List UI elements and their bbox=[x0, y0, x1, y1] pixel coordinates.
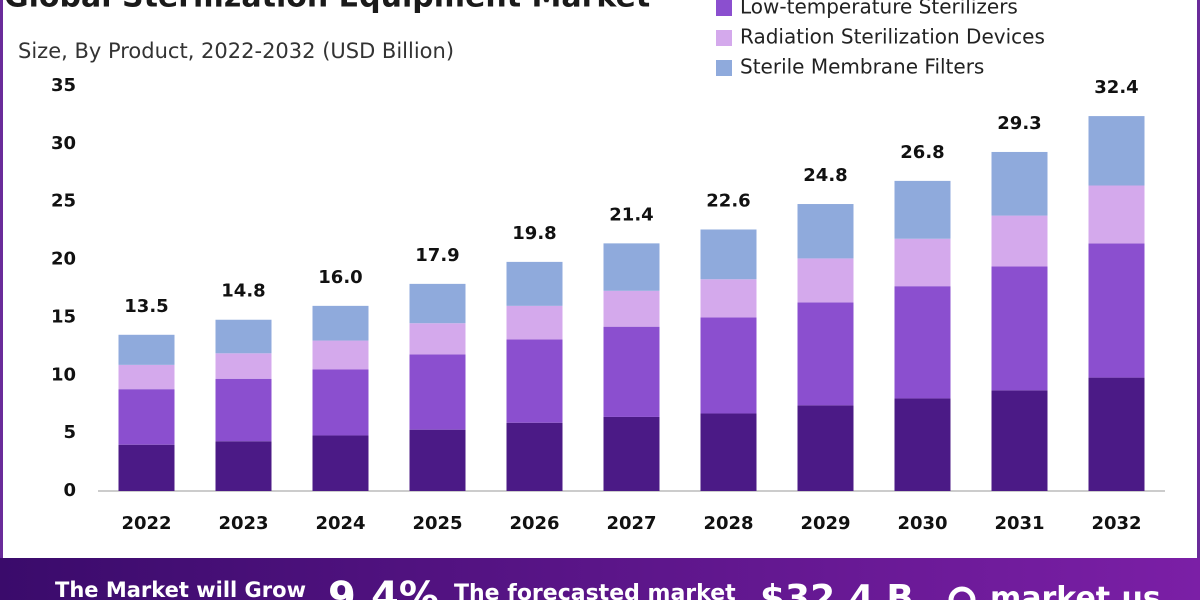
bar-segment bbox=[215, 353, 272, 379]
bar-segment bbox=[700, 317, 757, 414]
legend-swatch bbox=[716, 0, 732, 16]
bar-segment bbox=[991, 266, 1048, 391]
bar-segment bbox=[991, 390, 1048, 491]
legend-label: Low-temperature Sterilizers bbox=[740, 0, 1018, 19]
bar-segment bbox=[118, 389, 175, 445]
x-tick-label: 2029 bbox=[800, 513, 850, 534]
bar-segment bbox=[1088, 243, 1145, 378]
bar-segment bbox=[700, 229, 757, 280]
banner-text: The Market will Grow bbox=[55, 578, 306, 600]
bar-segment bbox=[312, 340, 369, 370]
y-tick-label: 20 bbox=[51, 249, 76, 270]
frame-edge bbox=[0, 0, 3, 560]
bar-segment bbox=[215, 378, 272, 442]
total-label: 29.3 bbox=[997, 113, 1041, 134]
banner-brand: market.us bbox=[990, 581, 1161, 600]
y-tick-label: 0 bbox=[63, 480, 76, 501]
bar-segment bbox=[894, 180, 951, 239]
bar-segment bbox=[506, 261, 563, 306]
total-label: 22.6 bbox=[706, 190, 750, 211]
banner-cagr: 9.4% bbox=[328, 574, 439, 600]
total-label: 17.9 bbox=[415, 245, 459, 266]
banner bbox=[0, 558, 1200, 600]
bar-segment bbox=[894, 238, 951, 287]
bar-segment bbox=[797, 258, 854, 303]
bar-segment bbox=[603, 243, 660, 291]
bar-segment bbox=[215, 319, 272, 354]
total-label: 26.8 bbox=[900, 142, 944, 163]
bar-segment bbox=[797, 204, 854, 259]
y-tick-label: 30 bbox=[51, 133, 76, 154]
bar-segment bbox=[312, 305, 369, 341]
x-tick-label: 2026 bbox=[509, 513, 559, 534]
bar-segment bbox=[118, 444, 175, 491]
bar-segment bbox=[312, 369, 369, 436]
bar-segment bbox=[603, 416, 660, 491]
bar-segment bbox=[1088, 377, 1145, 491]
bar-segment bbox=[797, 405, 854, 491]
legend-label: Radiation Sterilization Devices bbox=[740, 25, 1045, 49]
x-tick-label: 2022 bbox=[121, 513, 171, 534]
bar-segment bbox=[1088, 116, 1145, 186]
bar-segment bbox=[409, 429, 466, 491]
bar-segment bbox=[215, 441, 272, 491]
bar-segment bbox=[603, 326, 660, 417]
total-label: 32.4 bbox=[1094, 77, 1138, 98]
y-tick-label: 35 bbox=[51, 75, 76, 96]
bar-segment bbox=[506, 305, 563, 340]
bar-segment bbox=[409, 323, 466, 355]
bar-segment bbox=[603, 290, 660, 327]
legend-swatch bbox=[716, 60, 732, 76]
bar-segment bbox=[1088, 185, 1145, 244]
bar-segment bbox=[118, 364, 175, 390]
x-tick-label: 2032 bbox=[1091, 513, 1141, 534]
y-tick-label: 25 bbox=[51, 191, 76, 212]
bar-segment bbox=[409, 283, 466, 324]
legend-label: Sterile Membrane Filters bbox=[740, 55, 984, 79]
bar-segment bbox=[312, 435, 369, 491]
bar-segment bbox=[991, 151, 1048, 216]
bar-segment bbox=[894, 286, 951, 399]
bar-segment bbox=[118, 334, 175, 365]
total-label: 19.8 bbox=[512, 223, 556, 244]
x-tick-label: 2031 bbox=[994, 513, 1044, 534]
bar-segment bbox=[700, 279, 757, 318]
total-label: 24.8 bbox=[803, 165, 847, 186]
frame-edge bbox=[1197, 0, 1200, 560]
y-tick-label: 5 bbox=[63, 422, 76, 443]
chart-title: Global Sterilization Equipment Market bbox=[4, 0, 650, 15]
x-tick-label: 2027 bbox=[606, 513, 656, 534]
banner-value: $32.4 B bbox=[760, 578, 914, 600]
total-label: 13.5 bbox=[124, 296, 168, 317]
brand-logo bbox=[948, 586, 976, 600]
x-tick-label: 2028 bbox=[703, 513, 753, 534]
bar-segment bbox=[797, 302, 854, 406]
y-tick-label: 15 bbox=[51, 306, 76, 327]
bar-segment bbox=[991, 215, 1048, 267]
bar-segment bbox=[700, 413, 757, 491]
bar-segment bbox=[506, 422, 563, 491]
bar-segment bbox=[506, 339, 563, 423]
total-label: 16.0 bbox=[318, 267, 362, 288]
x-tick-label: 2024 bbox=[315, 513, 365, 534]
legend-swatch bbox=[716, 30, 732, 46]
chart-subtitle: Size, By Product, 2022-2032 (USD Billion… bbox=[18, 39, 454, 63]
total-label: 14.8 bbox=[221, 281, 265, 302]
total-label: 21.4 bbox=[609, 204, 653, 225]
x-tick-label: 2030 bbox=[897, 513, 947, 534]
bar-segment bbox=[894, 398, 951, 491]
y-tick-label: 10 bbox=[51, 364, 76, 385]
x-tick-label: 2025 bbox=[412, 513, 462, 534]
x-tick-label: 2023 bbox=[218, 513, 268, 534]
banner-text: The forecasted market bbox=[454, 581, 736, 600]
bar-segment bbox=[409, 354, 466, 430]
